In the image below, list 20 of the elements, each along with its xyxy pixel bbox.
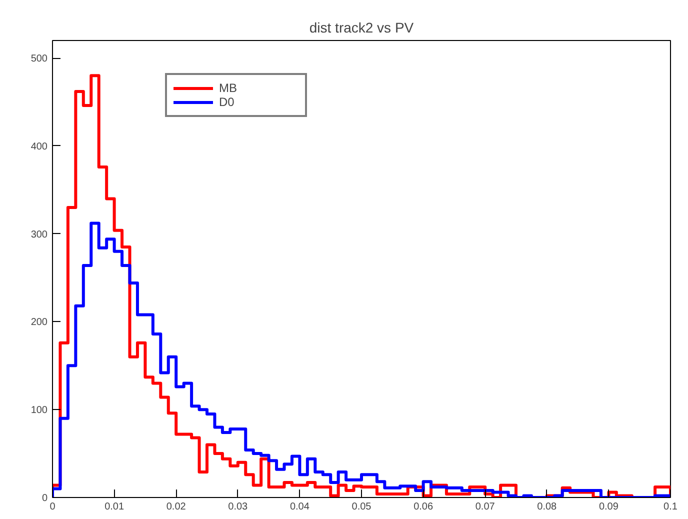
legend-label: D0 [219, 95, 236, 109]
x-tick-label: 0.07 [475, 502, 496, 512]
x-tick-label: 0.08 [537, 502, 558, 512]
y-tick-label: 300 [30, 229, 48, 240]
x-tick-label: 0 [50, 502, 56, 512]
x-tick-label: 0.05 [352, 502, 372, 512]
y-tick-label: 200 [30, 317, 48, 328]
y-tick-label: 0 [42, 493, 48, 504]
x-tick-label: 0.02 [166, 502, 186, 512]
x-tick-label: 0.04 [290, 502, 310, 512]
x-tick-label: 0.01 [104, 502, 124, 512]
x-tick-label: 0.09 [598, 502, 619, 512]
y-tick-label: 400 [30, 141, 48, 152]
legend-label: MB [219, 81, 238, 95]
y-tick-label: 500 [30, 54, 48, 65]
x-tick-label: 0.03 [228, 502, 248, 512]
x-tick-label: 0.1 [664, 502, 678, 512]
y-tick-label: 100 [30, 405, 48, 416]
chart-title: dist track2 vs PV [309, 20, 414, 36]
x-tick-label: 0.06 [414, 502, 434, 512]
